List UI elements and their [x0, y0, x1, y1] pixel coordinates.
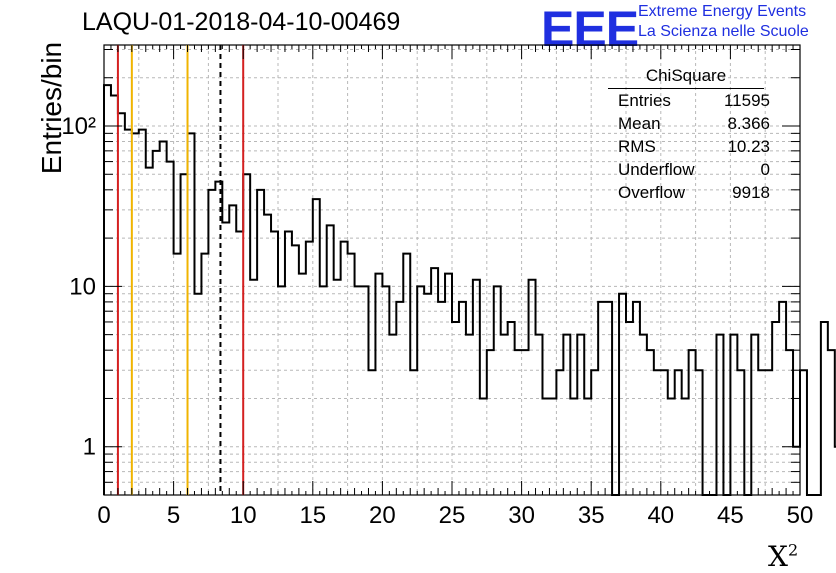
x-tick-label: 20 [369, 502, 396, 529]
x-tick-label: 45 [717, 502, 744, 529]
x-tick-label: 5 [167, 502, 180, 529]
x-tick-label: 50 [787, 502, 814, 529]
stats-row: Overflow 9918 [608, 181, 776, 204]
stats-title: ChiSquare [608, 66, 764, 89]
eee-logo: EEE [541, 1, 639, 57]
stats-row: Underflow 0 [608, 158, 776, 181]
y-tick-label: 1 [83, 434, 96, 461]
x-tick-label: 40 [647, 502, 674, 529]
logo-line-2: La Scienza nelle Scuole [638, 23, 809, 40]
stats-value: 10.23 [727, 137, 770, 156]
stats-label: Entries [618, 91, 671, 110]
x-tick-label: 25 [439, 502, 466, 529]
logo-line-1: Extreme Energy Events [638, 3, 807, 20]
stats-value: 11595 [723, 91, 770, 110]
stats-box: ChiSquare Entries 11595 Mean 8.366 RMS 10.23 U… [608, 66, 776, 204]
stats-label: Mean [618, 114, 661, 133]
stats-label: Overflow [618, 183, 686, 202]
stats-row: RMS 10.23 [608, 135, 776, 158]
stats-rows: Entries 11595 Mean 8.366 RMS 10.23 Underflow 0 O… [608, 89, 776, 204]
stats-label: RMS [618, 137, 656, 156]
x-tick-label: 10 [230, 502, 257, 529]
logo-caption: Extreme Energy Events La Scienza nelle S… [638, 2, 809, 42]
y-tick-label: 10 [69, 273, 96, 300]
stats-label: Underflow [618, 160, 695, 179]
x-tick-label: 30 [508, 502, 535, 529]
x-tick-label: 15 [299, 502, 326, 529]
stats-value: 0 [760, 160, 770, 179]
x-tick-label: 35 [578, 502, 605, 529]
plot-title: LAQU-01-2018-04-10-00469 [82, 8, 401, 36]
stats-value: 8.366 [727, 114, 770, 133]
y-tick-label: 10² [61, 113, 96, 140]
x-tick-label: 0 [97, 502, 110, 529]
stats-row: Mean 8.366 [608, 112, 776, 135]
histogram-steps [103, 84, 836, 496]
stats-value: 9918 [732, 183, 770, 202]
stats-row: Entries 11595 [608, 89, 776, 112]
y-axis-label: Entries/bin [36, 41, 67, 175]
x-axis-label: X2 [768, 540, 799, 573]
